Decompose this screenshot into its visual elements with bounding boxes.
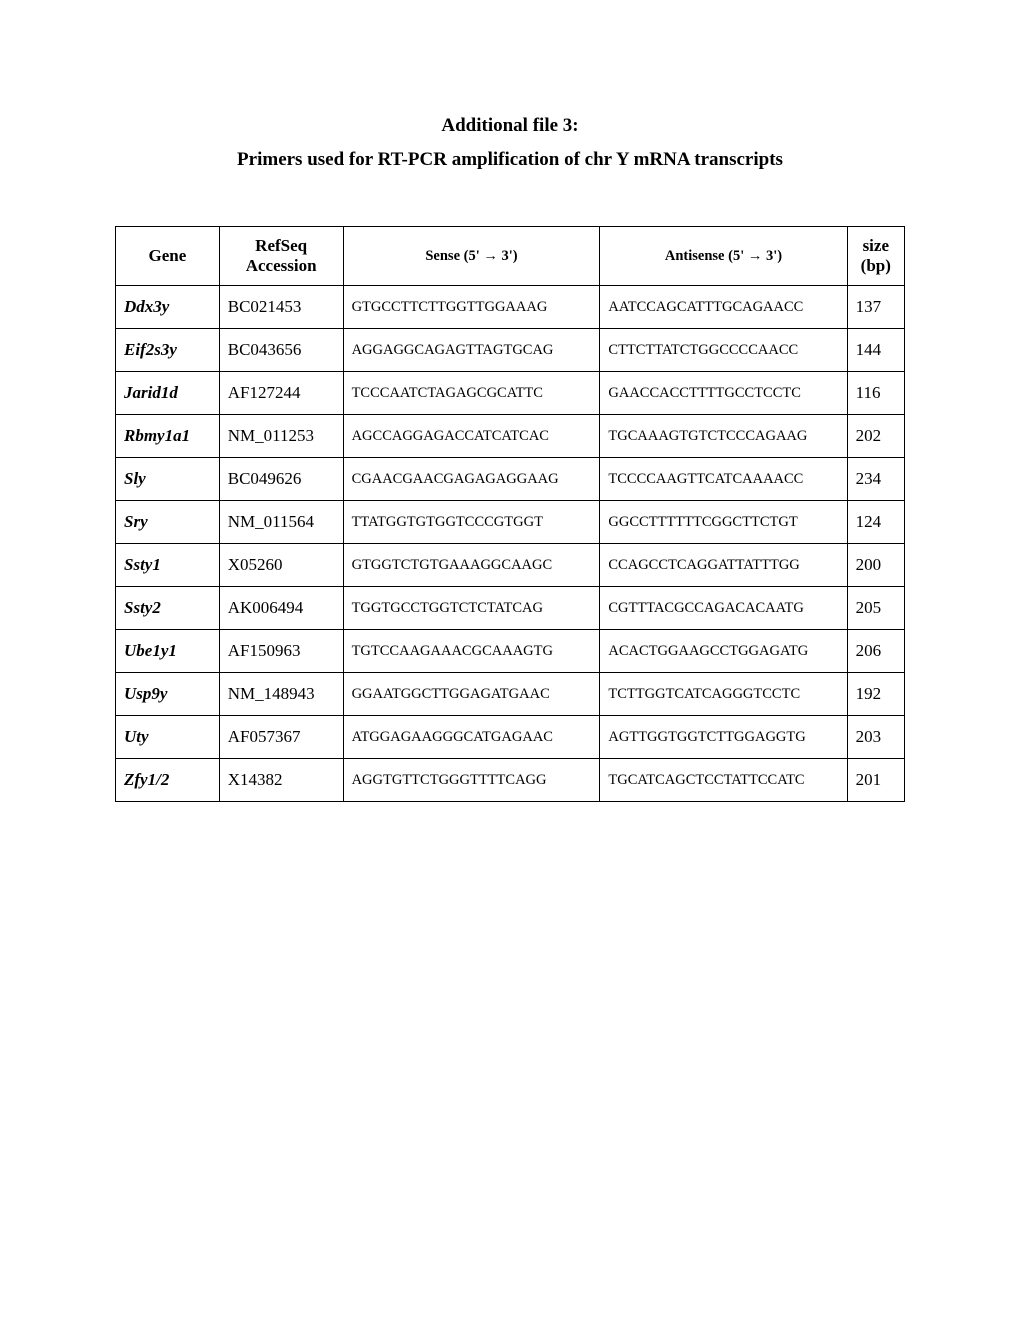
gene-cell: Jarid1d [124, 383, 178, 402]
accession-cell: X05260 [228, 555, 283, 574]
size-cell: 144 [856, 340, 882, 359]
header-size: size (bp) [847, 227, 904, 286]
table-row: Jarid1d AF127244 TCCCAATCTAGAGCGCATTC GA… [116, 372, 905, 415]
sense-cell: AGGAGGCAGAGTTAGTGCAG [352, 342, 554, 358]
table-row: Rbmy1a1 NM_011253 AGCCAGGAGACCATCATCAC T… [116, 415, 905, 458]
size-cell: 202 [856, 426, 882, 445]
antisense-cell: AGTTGGTGGTCTTGGAGGTG [608, 729, 805, 745]
table-row: Sry NM_011564 TTATGGTGTGGTCCCGTGGT GGCCT… [116, 501, 905, 544]
accession-cell: NM_011564 [228, 512, 314, 531]
antisense-cell: CCAGCCTCAGGATTATTTGG [608, 557, 799, 573]
size-cell: 116 [856, 383, 881, 402]
sense-cell: AGCCAGGAGACCATCATCAC [352, 428, 549, 444]
title-line-2: Primers used for RT-PCR amplification of… [115, 149, 905, 171]
header-sense: Sense (5' → 3') [343, 227, 600, 286]
primers-table: Gene RefSeq Accession Sense (5' → 3') An… [115, 226, 905, 802]
antisense-cell: TCTTGGTCATCAGGGTCCTC [608, 686, 800, 702]
accession-cell: AF150963 [228, 641, 301, 660]
table-row: Ssty1 X05260 GTGGTCTGTGAAAGGCAAGC CCAGCC… [116, 544, 905, 587]
table-row: Eif2s3y BC043656 AGGAGGCAGAGTTAGTGCAG CT… [116, 329, 905, 372]
accession-cell: AF127244 [228, 383, 301, 402]
accession-cell: X14382 [228, 770, 283, 789]
size-cell: 124 [856, 512, 882, 531]
table-row: Ssty2 AK006494 TGGTGCCTGGTCTCTATCAG CGTT… [116, 587, 905, 630]
accession-cell: NM_148943 [228, 684, 315, 703]
gene-cell: Uty [124, 727, 149, 746]
sense-cell: TTATGGTGTGGTCCCGTGGT [352, 514, 543, 530]
page-container: Additional file 3: Primers used for RT-P… [0, 0, 1020, 802]
table-row: Usp9y NM_148943 GGAATGGCTTGGAGATGAAC TCT… [116, 673, 905, 716]
sense-cell: TGGTGCCTGGTCTCTATCAG [352, 600, 543, 616]
title-line-1: Additional file 3: [115, 115, 905, 137]
gene-cell: Zfy1/2 [124, 770, 169, 789]
accession-cell: NM_011253 [228, 426, 314, 445]
gene-cell: Ube1y1 [124, 641, 177, 660]
size-cell: 192 [856, 684, 882, 703]
antisense-cell: GGCCTTTTTTCGGCTTCTGT [608, 514, 797, 530]
size-cell: 137 [856, 297, 882, 316]
sense-cell: AGGTGTTCTGGGTTTTCAGG [352, 772, 547, 788]
table-row: Sly BC049626 CGAACGAACGAGAGAGGAAG TCCCCA… [116, 458, 905, 501]
antisense-cell: TCCCCAAGTTCATCAAAACC [608, 471, 803, 487]
size-cell: 201 [856, 770, 882, 789]
table-header-row: Gene RefSeq Accession Sense (5' → 3') An… [116, 227, 905, 286]
title-block: Additional file 3: Primers used for RT-P… [115, 115, 905, 171]
sense-cell: TCCCAATCTAGAGCGCATTC [352, 385, 543, 401]
header-accession: RefSeq Accession [219, 227, 343, 286]
sense-cell: ATGGAGAAGGGCATGAGAAC [352, 729, 553, 745]
sense-cell: CGAACGAACGAGAGAGGAAG [352, 471, 559, 487]
table-row: Zfy1/2 X14382 AGGTGTTCTGGGTTTTCAGG TGCAT… [116, 759, 905, 802]
antisense-cell: CGTTTACGCCAGACACAATG [608, 600, 803, 616]
gene-cell: Sly [124, 469, 146, 488]
sense-cell: GGAATGGCTTGGAGATGAAC [352, 686, 550, 702]
accession-cell: AK006494 [228, 598, 304, 617]
table-row: Ddx3y BC021453 GTGCCTTCTTGGTTGGAAAG AATC… [116, 286, 905, 329]
size-cell: 234 [856, 469, 882, 488]
header-antisense: Antisense (5' → 3') [600, 227, 847, 286]
gene-cell: Rbmy1a1 [124, 426, 190, 445]
gene-cell: Ssty2 [124, 598, 161, 617]
antisense-cell: TGCATCAGCTCCTATTCCATC [608, 772, 804, 788]
antisense-cell: ACACTGGAAGCCTGGAGATG [608, 643, 808, 659]
sense-cell: GTGGTCTGTGAAAGGCAAGC [352, 557, 553, 573]
header-gene: Gene [116, 227, 220, 286]
gene-cell: Ssty1 [124, 555, 161, 574]
sense-cell: TGTCCAAGAAACGCAAAGTG [352, 643, 553, 659]
antisense-cell: AATCCAGCATTTGCAGAACC [608, 299, 803, 315]
table-row: Uty AF057367 ATGGAGAAGGGCATGAGAAC AGTTGG… [116, 716, 905, 759]
antisense-cell: CTTCTTATCTGGCCCCAACC [608, 342, 798, 358]
accession-cell: BC021453 [228, 297, 302, 316]
size-cell: 200 [856, 555, 882, 574]
accession-cell: BC043656 [228, 340, 302, 359]
gene-cell: Sry [124, 512, 148, 531]
accession-cell: BC049626 [228, 469, 302, 488]
gene-cell: Usp9y [124, 684, 167, 703]
table-body: Ddx3y BC021453 GTGCCTTCTTGGTTGGAAAG AATC… [116, 286, 905, 802]
table-row: Ube1y1 AF150963 TGTCCAAGAAACGCAAAGTG ACA… [116, 630, 905, 673]
sense-cell: GTGCCTTCTTGGTTGGAAAG [352, 299, 548, 315]
gene-cell: Ddx3y [124, 297, 169, 316]
antisense-cell: TGCAAAGTGTCTCCCAGAAG [608, 428, 807, 444]
size-cell: 203 [856, 727, 882, 746]
size-cell: 205 [856, 598, 882, 617]
size-cell: 206 [856, 641, 882, 660]
antisense-cell: GAACCACCTTTTGCCTCCTC [608, 385, 801, 401]
accession-cell: AF057367 [228, 727, 301, 746]
gene-cell: Eif2s3y [124, 340, 177, 359]
